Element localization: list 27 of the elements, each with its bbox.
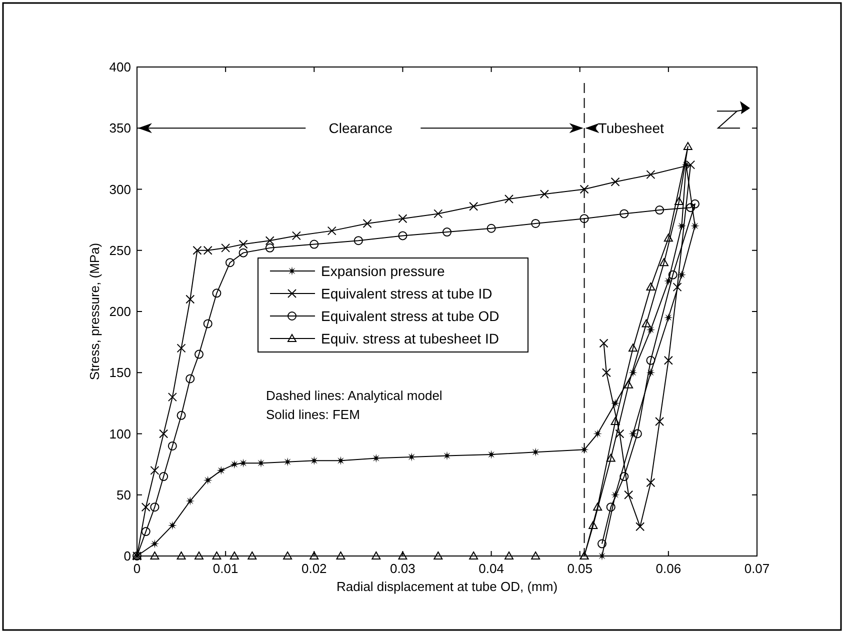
legend-label: Equiv. stress at tubesheet ID bbox=[321, 330, 499, 346]
y-tick-label: 300 bbox=[109, 182, 131, 197]
x-tick-label: 0.01 bbox=[212, 561, 238, 576]
annotation: Solid lines: FEM bbox=[266, 407, 360, 422]
y-tick-label: 150 bbox=[109, 365, 131, 380]
x-tick-label: 0.04 bbox=[478, 561, 504, 576]
x-tick-label: 0.07 bbox=[744, 561, 770, 576]
legend-label: Expansion pressure bbox=[321, 263, 445, 279]
x-axis-title: Radial displacement at tube OD, (mm) bbox=[336, 579, 558, 594]
x-tick-label: 0.05 bbox=[567, 561, 593, 576]
y-tick-label: 50 bbox=[116, 487, 131, 502]
x-tick-label: 0.02 bbox=[301, 561, 327, 576]
legend-label: Equivalent stress at tube ID bbox=[321, 286, 492, 302]
y-tick-label: 0 bbox=[124, 548, 131, 564]
y-axis-title: Stress, pressure, (MPa) bbox=[87, 242, 102, 380]
legend-label: Equivalent stress at tube OD bbox=[321, 308, 500, 324]
y-tick-label: 200 bbox=[109, 304, 131, 319]
y-tick-label: 400 bbox=[109, 60, 131, 74]
y-tick-label: 350 bbox=[109, 120, 131, 136]
annotation: Dashed lines: Analytical model bbox=[266, 388, 442, 403]
y-tick-label: 100 bbox=[109, 426, 131, 442]
x-tick-label: 0.03 bbox=[390, 561, 416, 576]
annotation: Clearance bbox=[328, 120, 393, 136]
x-tick-label: 0.06 bbox=[656, 561, 682, 576]
y-tick-label: 250 bbox=[109, 242, 131, 258]
annotation: Tubesheet bbox=[598, 120, 664, 136]
x-tick-label: 0 bbox=[133, 561, 141, 576]
